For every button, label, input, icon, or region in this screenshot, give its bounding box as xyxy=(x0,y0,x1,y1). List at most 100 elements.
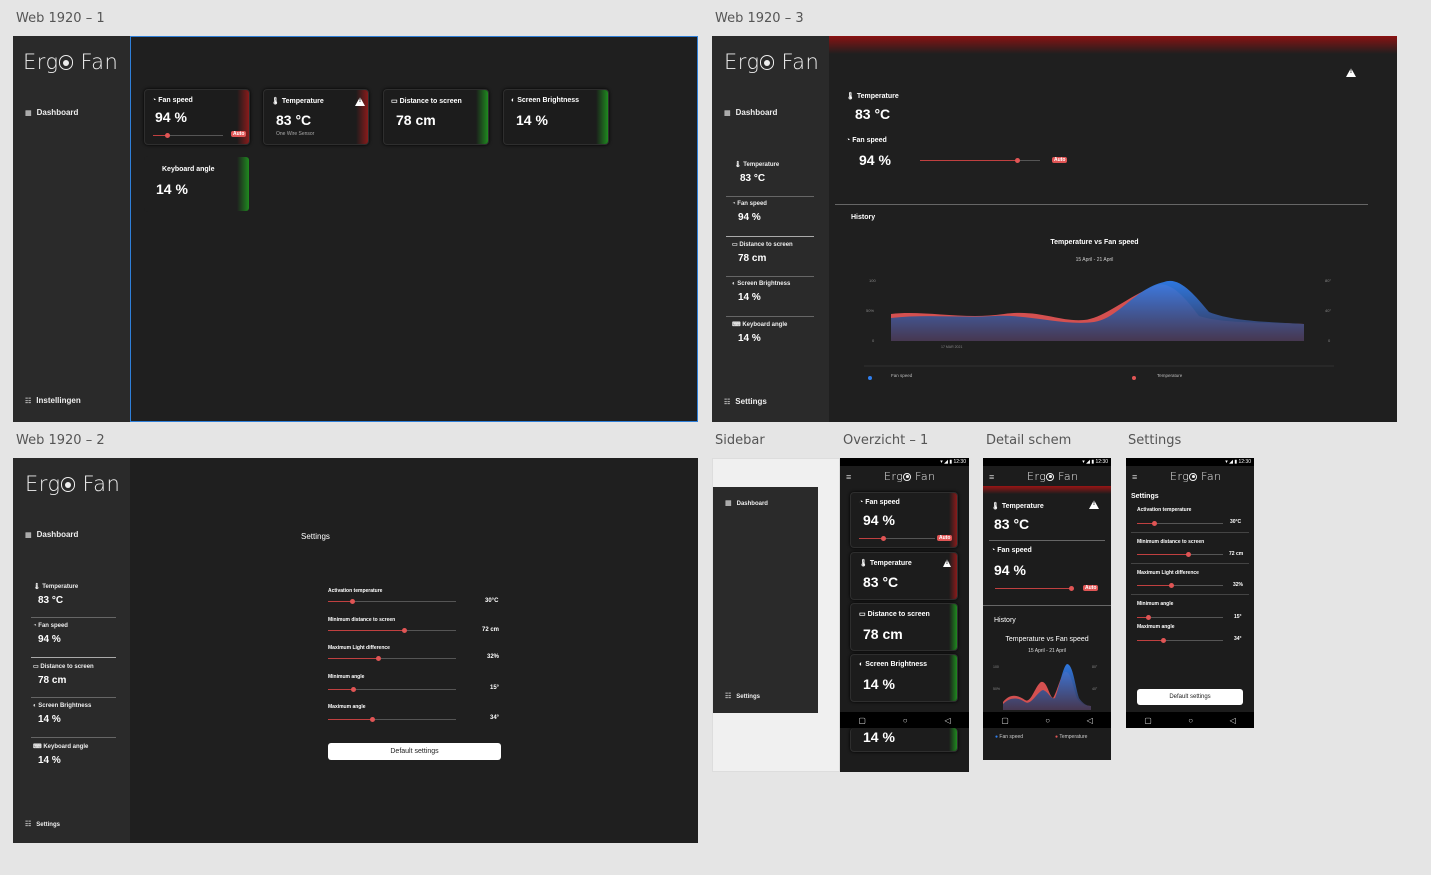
gauge-icon: ◔ xyxy=(732,201,738,207)
warning-icon xyxy=(943,559,951,567)
auto-badge[interactable]: Auto xyxy=(1052,157,1068,163)
gauge-icon: ◔ xyxy=(33,623,39,629)
artboard-label-sidebar: Sidebar xyxy=(715,433,765,448)
divider xyxy=(726,316,814,317)
max-light-value: 32% xyxy=(1233,582,1244,588)
y-left-tick: 50% xyxy=(993,687,1000,691)
menu-icon[interactable]: ≡ xyxy=(1132,472,1138,482)
activation-label: Activation temperature xyxy=(328,588,383,594)
wifi-signal-icon: ▾ ◢ ▮ xyxy=(1082,459,1096,465)
nav-dashboard[interactable]: ▦ Dashboard xyxy=(25,530,79,539)
auto-badge[interactable]: Auto xyxy=(231,131,247,137)
y-left-tick: 100 xyxy=(869,278,876,283)
max-angle-value: 34° xyxy=(1234,636,1242,642)
brightness-card[interactable]: ◐ Screen Brightness 14 % xyxy=(850,654,958,702)
min-distance-label: Minimum distance to screen xyxy=(328,617,396,623)
temperature-card[interactable]: 🌡 Temperature 83 °C xyxy=(850,552,958,600)
min-distance-value: 72 cm xyxy=(482,627,500,633)
min-angle-slider[interactable] xyxy=(328,687,456,692)
default-settings-button[interactable]: Default settings xyxy=(328,743,501,760)
max-angle-slider[interactable] xyxy=(1137,638,1223,643)
card-value: 14 % xyxy=(156,181,188,197)
menu-icon[interactable]: ≡ xyxy=(989,472,995,482)
fan-speed-slider[interactable] xyxy=(153,133,223,138)
sidebar-item-keyboard[interactable]: ⌨ Keyboard angle 14 % xyxy=(732,322,788,344)
home-icon[interactable]: ○ xyxy=(1045,715,1051,725)
back-icon[interactable]: ◁ xyxy=(1086,715,1093,725)
sliders-icon: ☷ xyxy=(725,693,732,700)
sidebar-item-temperature[interactable]: 🌡 Temperature 83 °C xyxy=(734,162,780,184)
y-right-tick: 80° xyxy=(1325,278,1331,283)
sidebar-item-distance[interactable]: ▭ Distance to screen 78 cm xyxy=(732,242,793,264)
back-icon[interactable]: ◁ xyxy=(1229,715,1236,725)
nav-dashboard[interactable]: ▦ Dashboard xyxy=(724,108,778,117)
app-logo: Erg Fan xyxy=(884,470,936,483)
history-heading: History xyxy=(994,617,1016,624)
brightness-card[interactable]: ◐ Screen Brightness 14 % xyxy=(503,89,609,145)
home-icon[interactable]: ○ xyxy=(1188,715,1194,725)
divider xyxy=(989,540,1105,541)
sidebar-item-brightness[interactable]: ◐ Screen Brightness 14 % xyxy=(732,281,791,303)
fan-speed-card[interactable]: ◔ Fan speed 94 % Auto xyxy=(850,492,958,548)
recent-apps-icon[interactable]: ▢ xyxy=(1001,715,1009,725)
nav-dashboard[interactable]: ▦ Dashboard xyxy=(725,500,768,507)
chart-title: Temperature vs Fan speed xyxy=(1005,636,1089,643)
auto-badge[interactable]: Auto xyxy=(1083,585,1099,591)
legend-fan-dot xyxy=(868,376,872,380)
home-icon[interactable]: ○ xyxy=(902,715,908,725)
min-distance-slider[interactable] xyxy=(1137,552,1223,557)
recent-apps-icon[interactable]: ▢ xyxy=(1144,715,1152,725)
nav-dashboard[interactable]: ▦ Dashboard xyxy=(25,108,79,117)
recent-apps-icon[interactable]: ▢ xyxy=(858,715,866,725)
card-value: 94 % xyxy=(155,109,187,125)
nav-settings[interactable]: ☷ Settings xyxy=(25,821,60,828)
android-navbar: ▢ ○ ◁ xyxy=(840,712,969,728)
keyboard-angle-card[interactable]: Keyboard angle 14 % xyxy=(144,156,250,212)
max-light-slider[interactable] xyxy=(328,656,456,661)
thermometer-icon: 🌡 xyxy=(734,162,744,168)
y-left-tick: 100 xyxy=(993,665,999,669)
temperature-card[interactable]: 🌡 Temperature 83 °C One Wire Sensor xyxy=(263,89,369,145)
max-light-slider[interactable] xyxy=(1137,583,1223,588)
monitor-icon: ▭ xyxy=(391,98,400,105)
distance-card[interactable]: ▭ Distance to screen 78 cm xyxy=(850,603,958,651)
fan-speed-slider[interactable] xyxy=(995,586,1074,591)
chart-subtitle: 15 April - 21 April xyxy=(1028,648,1066,654)
nav-settings[interactable]: ☷ Settings xyxy=(724,397,767,406)
sidebar-item-fan-speed[interactable]: ◔ Fan speed 94 % xyxy=(732,201,767,223)
min-angle-label: Minimum angle xyxy=(1137,601,1174,607)
sidebar-item-distance[interactable]: ▭ Distance to screen 78 cm xyxy=(33,664,94,686)
distance-card[interactable]: ▭ Distance to screen 78 cm xyxy=(383,89,489,145)
min-distance-slider[interactable] xyxy=(328,628,456,633)
card-label: Keyboard angle xyxy=(162,166,215,173)
activation-slider[interactable] xyxy=(328,599,456,604)
fan-speed-slider[interactable] xyxy=(859,536,935,541)
detail-temp-label: Temperature xyxy=(856,93,899,100)
dashboard-icon: ▦ xyxy=(25,532,32,539)
max-light-label: Maximum Light difference xyxy=(1137,570,1199,576)
default-settings-button[interactable]: Default settings xyxy=(1137,689,1243,705)
activation-slider[interactable] xyxy=(1137,521,1223,526)
nav-instellingen[interactable]: ☷ Instellingen xyxy=(25,396,81,405)
legend-fan: Fan speed xyxy=(999,734,1024,740)
menu-icon[interactable]: ≡ xyxy=(846,472,852,482)
sidebar-item-keyboard[interactable]: ⌨ Keyboard angle 14 % xyxy=(33,744,89,766)
gauge-icon: ◔ xyxy=(859,499,866,506)
nav-settings[interactable]: ☷ Settings xyxy=(725,693,760,700)
auto-badge[interactable]: Auto xyxy=(937,535,953,541)
min-angle-slider[interactable] xyxy=(1137,615,1223,620)
fan-speed-card[interactable]: ◔ Fan speed 94 % Auto xyxy=(144,89,250,145)
sidebar-item-fan-speed[interactable]: ◔ Fan speed 94 % xyxy=(33,623,68,645)
sidebar-item-temperature[interactable]: 🌡 Temperature 83 °C xyxy=(33,584,79,606)
divider xyxy=(1131,594,1249,595)
max-angle-slider[interactable] xyxy=(328,717,456,722)
sidebar-item-brightness[interactable]: ◐ Screen Brightness 14 % xyxy=(33,703,92,725)
divider xyxy=(1131,532,1249,533)
fan-speed-slider[interactable] xyxy=(920,158,1040,163)
legend-temp-dot xyxy=(1132,376,1136,380)
keyboard-angle-card[interactable]: 14 % xyxy=(850,728,958,752)
monitor-icon: ▭ xyxy=(732,242,740,248)
android-navbar: ▢ ○ ◁ xyxy=(1126,712,1254,728)
back-icon[interactable]: ◁ xyxy=(944,715,951,725)
sidebar: Erg Fan ▦ Dashboard 🌡 Temperature 83 °C ◔ … xyxy=(13,458,130,843)
